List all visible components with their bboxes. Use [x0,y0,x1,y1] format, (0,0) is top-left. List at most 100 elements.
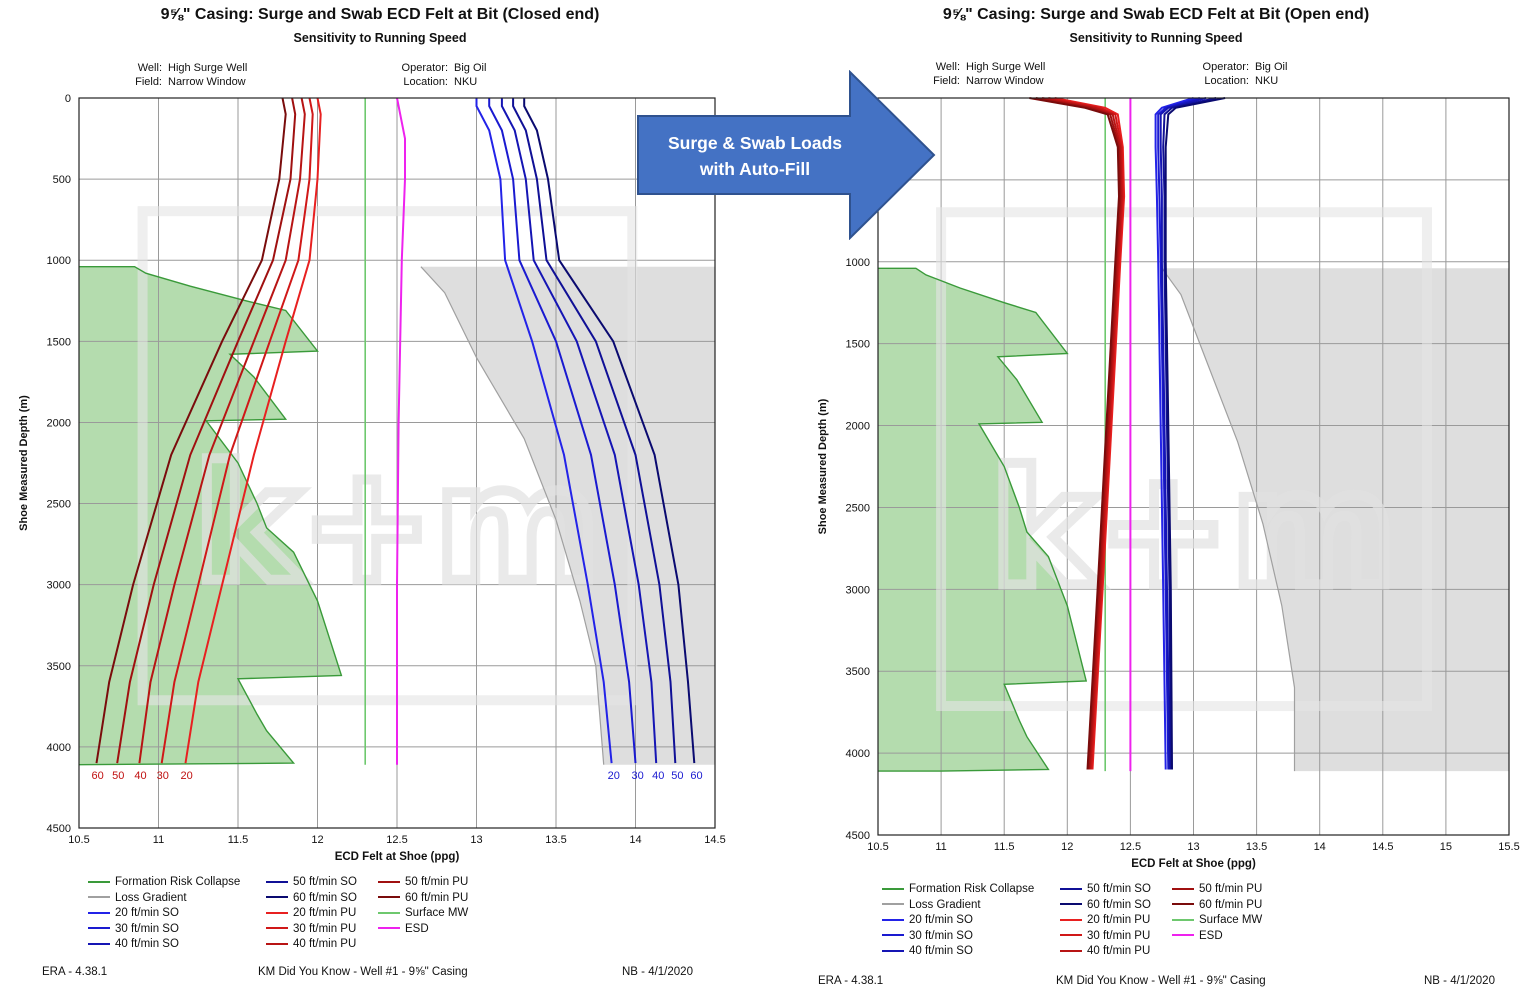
legend-label: Loss Gradient [115,891,187,904]
y-tick-label: 1500 [846,339,870,351]
legend-label: Formation Risk Collapse [115,876,241,888]
legend-label: 60 ft/min SO [293,891,357,904]
legend-swatch [882,949,904,952]
watermark-logo: k+m [990,435,1397,622]
legend-swatch [1060,918,1082,921]
series-40-ft-min-so [500,98,658,764]
location-key: Location: [1204,75,1249,87]
legend-label: 50 ft/min PU [405,876,469,888]
pu-end-label: 20 [181,770,193,782]
y-tick-label: 2000 [47,417,71,429]
loss-gradient-area [420,266,715,765]
legend-item: 60 ft/min SO [1060,898,1151,914]
legend-label: 20 ft/min PU [293,907,357,919]
legend-item: 60 ft/min PU [378,891,468,907]
legend-label: 30 ft/min SO [115,922,179,935]
well-key: Well: [137,62,162,74]
field-value: Narrow Window [966,75,1044,87]
so-end-label: 30 [632,770,644,782]
legend-label: 50 ft/min SO [293,876,357,888]
chart-panel-open-end: 9⅝" Casing: Surge and Swab ECD Felt at B… [776,0,1536,1004]
y-tick-label: 0 [65,93,71,105]
legend-item: 20 ft/min SO [88,906,240,922]
field-key: Field: [933,75,960,87]
field-key: Field: [135,76,162,88]
legend-item: 30 ft/min SO [882,929,1034,945]
operator-info: Operator: Big Oil Location: NKU [1179,60,1288,88]
legend-item: 40 ft/min PU [1060,944,1151,960]
x-tick-label: 11.5 [228,834,249,846]
x-tick-label: 14.5 [1372,841,1393,853]
series-20-ft-min-so [1154,97,1194,770]
series-50-ft-min-pu [116,97,297,764]
legend-label: 30 ft/min PU [293,922,357,935]
loss-gradient-line [1161,267,1296,772]
legend-label: 60 ft/min SO [1087,898,1151,911]
series-30-ft-min-so [1157,97,1201,770]
loss-gradient-line [420,266,605,765]
formation-risk-line [78,266,343,766]
x-tick-label: 13.5 [1246,841,1267,853]
legend-item: Surface MW [1172,913,1262,929]
legend-swatch [378,927,400,930]
legend-column: 50 ft/min PU 60 ft/min PU Surface MW ESD [378,875,468,937]
legend-label: Loss Gradient [909,898,981,911]
legend-label: 20 ft/min SO [115,907,179,919]
chart-plot-open-end: k+m10.51111.51212.51313.51414.51515.5050… [817,93,1520,870]
footer-title: KM Did You Know - Well #1 - 9⅝" Casing [258,966,468,978]
x-tick-label: 13 [1187,841,1199,853]
x-tick-label: 11.5 [994,841,1015,853]
legend-label: 50 ft/min PU [1199,883,1263,895]
legend-swatch [882,934,904,937]
series-60-ft-min-pu [1029,97,1121,770]
x-tick-label: 14.5 [704,834,725,846]
x-tick-label: 11 [153,834,164,846]
series-60-ft-min-so [1164,97,1226,770]
callout-text: Surge & Swab Loads with Auto-Fill [640,130,870,182]
legend-item: ESD [378,922,468,938]
legend-item: Loss Gradient [882,898,1034,914]
legend-item: Loss Gradient [88,891,240,907]
y-tick-label: 2500 [47,499,71,511]
legend-swatch [266,880,288,883]
legend-item: 50 ft/min PU [378,875,468,891]
legend-swatch [88,942,110,945]
legend-label: 20 ft/min SO [909,914,973,926]
legend-swatch [1172,934,1194,937]
chart-title: 9⅝" Casing: Surge and Swab ECD Felt at B… [942,6,1370,23]
y-axis-label: Shoe Measured Depth (m) [18,395,30,531]
callout-line-1: Surge & Swab Loads [667,133,843,153]
legend-swatch [1172,887,1194,890]
legend-swatch [882,918,904,921]
series-20-ft-min-pu [1054,97,1126,770]
formation-risk-area [878,268,1087,772]
legend-item: 50 ft/min SO [1060,882,1151,898]
y-tick-label: 3500 [47,661,71,673]
formation-risk-line [878,267,1088,772]
y-tick-label: 1000 [846,257,870,269]
y-tick-label: 500 [53,174,71,186]
series-20-ft-min-so [475,98,613,764]
legend-item: 20 ft/min PU [266,906,357,922]
legend-swatch [266,942,288,945]
well-info: Well: High Surge Well Field: Narrow Window [92,61,247,89]
location-key: Location: [403,76,448,88]
legend-swatch [1172,903,1194,906]
footer-version: ERA - 4.38.1 [818,975,884,987]
x-tick-label: 12.5 [1120,841,1141,853]
legend-swatch [1060,949,1082,952]
well-value: High Surge Well [168,62,248,74]
legend-swatch [378,911,400,914]
callout-arrow-shape [637,70,936,240]
legend-label: 30 ft/min SO [909,929,973,942]
legend-column: Formation Risk Collapse Loss Gradient 20 f… [882,882,1034,960]
legend-swatch [266,896,288,899]
well-info: Well: High Surge Well Field: Narrow Window [890,60,1045,88]
legend-item: 20 ft/min SO [882,913,1034,929]
so-end-label: 40 [652,770,664,782]
footer-version: ERA - 4.38.1 [42,966,108,978]
location-value: NKU [454,76,478,88]
footer-date: NB - 4/1/2020 [622,966,693,978]
pu-end-label: 60 [91,770,103,782]
legend-column: 50 ft/min SO 60 ft/min SO 20 ft/min PU 30 f… [1060,882,1151,960]
